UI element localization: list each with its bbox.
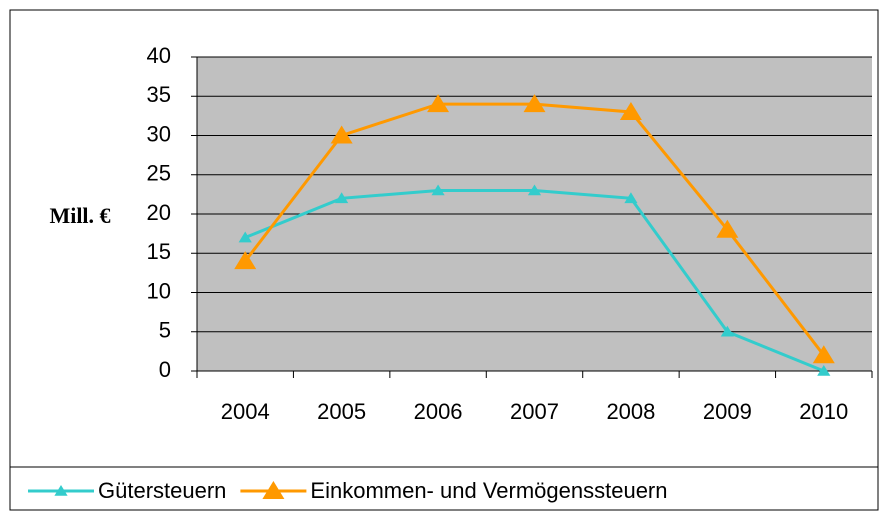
marker bbox=[523, 94, 546, 113]
y-axis-label: Mill. € bbox=[49, 203, 110, 228]
y-tick-label: 15 bbox=[147, 239, 171, 264]
legend-label: Gütersteuern bbox=[98, 478, 226, 503]
marker bbox=[427, 94, 450, 113]
marker bbox=[238, 231, 252, 243]
marker bbox=[527, 184, 542, 196]
x-tick-label: 2007 bbox=[510, 399, 559, 424]
y-tick-label: 35 bbox=[147, 82, 171, 107]
marker bbox=[812, 345, 835, 364]
marker bbox=[335, 192, 349, 204]
legend-box bbox=[9, 466, 879, 511]
x-tick-label: 2006 bbox=[414, 399, 463, 424]
y-tick-label: 5 bbox=[159, 318, 171, 343]
marker bbox=[330, 125, 353, 144]
marker bbox=[716, 219, 739, 238]
marker bbox=[817, 365, 831, 376]
marker bbox=[431, 184, 445, 196]
x-tick-label: 2004 bbox=[221, 399, 270, 424]
marker bbox=[720, 325, 734, 337]
y-tick-label: 10 bbox=[147, 278, 171, 303]
y-tick-label: 30 bbox=[147, 121, 171, 146]
x-tick-label: 2005 bbox=[317, 399, 366, 424]
marker bbox=[619, 101, 642, 120]
y-tick-label: 25 bbox=[147, 161, 171, 186]
marker bbox=[624, 192, 638, 204]
legend-label: Einkommen- und Vermögenssteuern bbox=[310, 478, 667, 503]
y-tick-label: 40 bbox=[147, 43, 171, 68]
y-tick-label: 20 bbox=[147, 200, 171, 225]
x-tick-label: 2009 bbox=[703, 399, 752, 424]
x-tick-label: 2010 bbox=[799, 399, 848, 424]
x-tick-label: 2008 bbox=[606, 399, 655, 424]
y-tick-label: 0 bbox=[159, 357, 171, 382]
legend-marker bbox=[262, 481, 285, 499]
marker bbox=[234, 251, 257, 270]
legend-marker bbox=[54, 485, 68, 496]
